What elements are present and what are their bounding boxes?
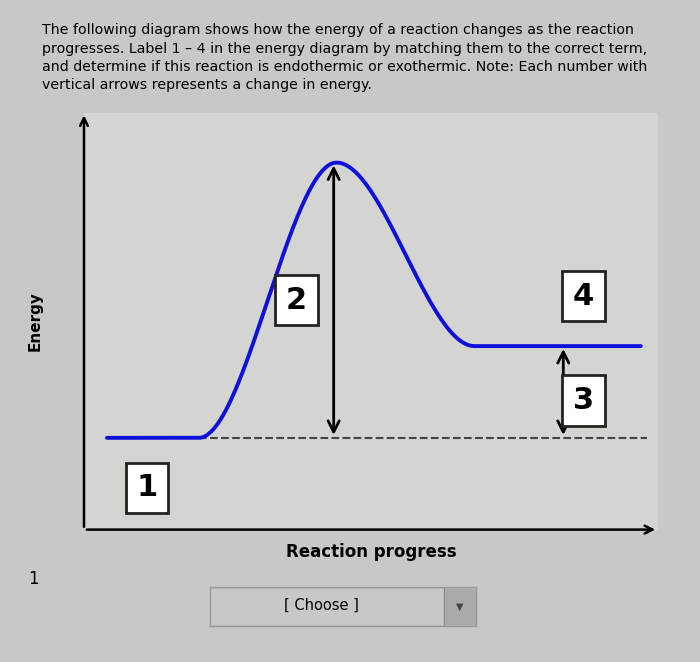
X-axis label: Reaction progress: Reaction progress	[286, 544, 456, 561]
Text: 4: 4	[573, 281, 594, 310]
Text: Energy: Energy	[28, 291, 43, 351]
Text: 3: 3	[573, 386, 594, 415]
Text: 1: 1	[28, 570, 38, 589]
Text: ▼: ▼	[456, 601, 464, 612]
Text: 2: 2	[286, 286, 307, 314]
Text: The following diagram shows how the energy of a reaction changes as the reaction: The following diagram shows how the ener…	[42, 23, 648, 93]
Text: [ Choose ]: [ Choose ]	[284, 598, 359, 613]
Text: 1: 1	[136, 473, 158, 502]
